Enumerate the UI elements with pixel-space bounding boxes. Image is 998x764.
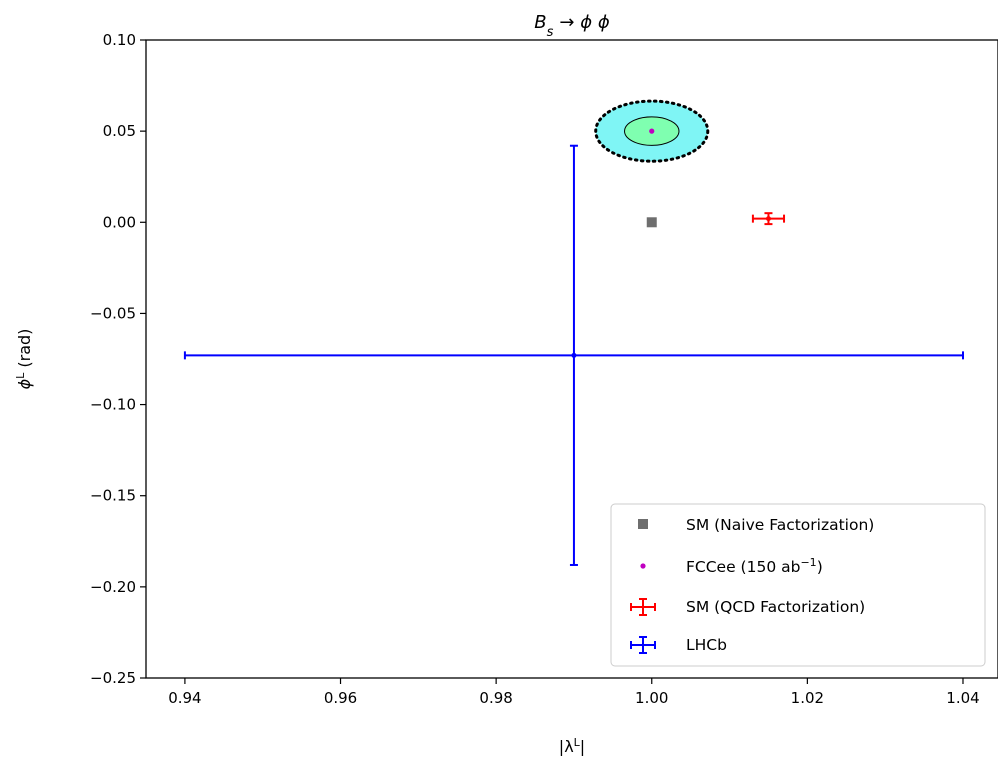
lhcb-point bbox=[571, 352, 577, 358]
y-tick-label: −0.25 bbox=[90, 669, 136, 687]
x-axis-label-post: | bbox=[580, 737, 585, 756]
y-tick-label: −0.20 bbox=[90, 578, 136, 596]
y-tick-label: 0.05 bbox=[103, 122, 136, 140]
legend: SM (Naive Factorization) FCCee (150 ab−1… bbox=[610, 503, 986, 667]
x-axis: 0.94 0.96 0.98 1.00 1.02 1.04 bbox=[168, 678, 980, 707]
x-tick-label: 1.02 bbox=[791, 689, 824, 707]
x-tick-label: 0.94 bbox=[168, 689, 201, 707]
fccee-point bbox=[649, 128, 655, 134]
y-tick-label: −0.05 bbox=[90, 304, 136, 322]
y-tick-label: −0.10 bbox=[90, 396, 136, 414]
legend-label-fccee-base: FCCee (150 ab bbox=[686, 558, 800, 576]
legend-label-fccee: FCCee (150 ab−1) bbox=[686, 556, 823, 577]
x-tick-label: 1.00 bbox=[635, 689, 668, 707]
legend-marker-errorbar-blue bbox=[630, 636, 656, 654]
sm-qcd-point bbox=[765, 216, 771, 222]
legend-entry-qcd: SM (QCD Factorization) bbox=[630, 598, 865, 616]
x-axis-label-pre: |λ bbox=[559, 737, 574, 756]
y-axis: 0.10 0.05 0.00 −0.05 −0.10 −0.15 −0.20 −0.25 bbox=[90, 31, 146, 687]
plot-frame bbox=[145, 39, 998, 679]
legend-entry-lhcb: LHCb bbox=[630, 636, 727, 654]
legend-label-lhcb: LHCb bbox=[686, 636, 727, 654]
legend-label-fccee-sup: −1 bbox=[800, 556, 816, 569]
y-axis-label-base: ϕ bbox=[15, 378, 34, 389]
y-tick-label: −0.15 bbox=[90, 487, 136, 505]
x-axis-label: |λL| bbox=[559, 736, 585, 757]
data-layer bbox=[183, 99, 964, 566]
legend-label-naive: SM (Naive Factorization) bbox=[686, 516, 874, 534]
chart-title: Bs → ϕ ϕ bbox=[534, 12, 610, 40]
legend-label-fccee-post: ) bbox=[817, 558, 823, 576]
legend-marker-square bbox=[638, 519, 648, 529]
legend-box bbox=[610, 503, 986, 667]
y-axis-label: ϕL (rad) bbox=[14, 329, 35, 390]
x-tick-label: 0.96 bbox=[324, 689, 357, 707]
sm-naive-point bbox=[646, 217, 657, 228]
legend-marker-errorbar-red bbox=[630, 598, 656, 616]
y-axis-label-sup: L bbox=[14, 372, 27, 379]
chart-title-base: B bbox=[534, 12, 546, 33]
x-tick-label: 0.98 bbox=[479, 689, 512, 707]
legend-marker-dot bbox=[640, 563, 646, 569]
x-tick-label: 1.04 bbox=[946, 689, 979, 707]
chart-title-sub: s bbox=[547, 25, 554, 40]
x-axis-label-sup: L bbox=[574, 736, 581, 749]
legend-entry-naive: SM (Naive Factorization) bbox=[638, 516, 874, 534]
chart-title-rest: → ϕ ϕ bbox=[559, 12, 609, 33]
y-tick-label: 0.00 bbox=[103, 213, 136, 231]
y-tick-label: 0.10 bbox=[103, 31, 136, 49]
legend-label-qcd: SM (QCD Factorization) bbox=[686, 598, 865, 616]
legend-entry-fccee: FCCee (150 ab−1) bbox=[640, 556, 823, 577]
y-axis-label-post: (rad) bbox=[15, 329, 34, 373]
